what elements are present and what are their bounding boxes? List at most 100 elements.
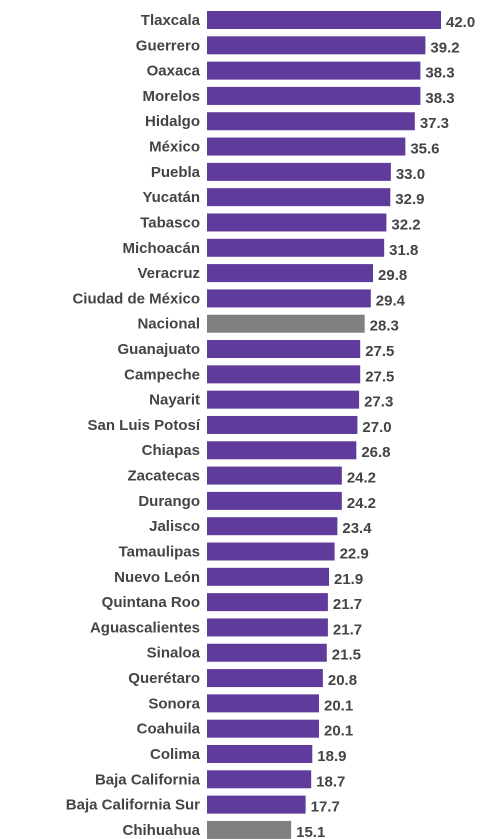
bar <box>207 137 406 156</box>
category-label: Hidalgo <box>145 113 200 130</box>
value-label: 22.9 <box>340 545 369 562</box>
value-label: 23.4 <box>342 520 372 537</box>
bar <box>207 466 342 485</box>
value-label: 32.9 <box>395 191 424 208</box>
bar <box>207 61 421 80</box>
category-label: Jalisco <box>149 518 200 535</box>
category-label: Guanajuato <box>117 341 200 358</box>
bar <box>207 213 387 232</box>
value-label: 27.5 <box>365 343 394 360</box>
bar <box>207 567 330 586</box>
bar <box>207 340 361 359</box>
bar <box>207 188 391 207</box>
value-label: 18.9 <box>317 748 346 765</box>
bar <box>207 36 426 55</box>
category-label: Sonora <box>148 695 200 712</box>
value-label: 27.5 <box>365 368 394 385</box>
bar <box>207 643 327 662</box>
category-label: Oaxaca <box>147 63 201 80</box>
bar <box>207 11 441 29</box>
value-label: 38.3 <box>425 90 454 107</box>
bar <box>207 289 371 308</box>
bar <box>207 365 361 384</box>
value-label: 21.5 <box>332 647 361 664</box>
value-label: 24.2 <box>347 470 376 487</box>
value-label: 18.7 <box>316 773 345 790</box>
category-label: Tabasco <box>140 214 200 231</box>
category-label: Nacional <box>137 316 200 333</box>
category-label: Colima <box>150 746 201 763</box>
bar <box>207 795 306 814</box>
value-label: 42.0 <box>446 14 475 31</box>
bar <box>207 542 335 561</box>
category-label: Sinaloa <box>147 645 201 662</box>
bar <box>207 770 312 789</box>
value-label: 24.2 <box>347 495 376 512</box>
category-label: Coahuila <box>137 721 201 738</box>
category-label: Guerrero <box>136 37 200 54</box>
bar <box>207 820 292 839</box>
value-label: 33.0 <box>396 166 425 183</box>
bar <box>207 744 313 763</box>
category-label: Ciudad de México <box>72 290 200 307</box>
value-label: 27.3 <box>364 394 393 411</box>
bar <box>207 593 328 612</box>
category-label: Yucatán <box>142 189 200 206</box>
category-label: Durango <box>138 493 200 510</box>
category-label: México <box>149 139 200 156</box>
bar <box>207 441 357 460</box>
value-label: 20.1 <box>324 697 353 714</box>
value-label: 35.6 <box>410 141 439 158</box>
bar <box>207 314 365 333</box>
bar <box>207 390 360 409</box>
value-label: 29.4 <box>376 292 406 309</box>
bar <box>207 618 328 637</box>
category-label: Michoacán <box>122 240 200 257</box>
category-label: Chiapas <box>142 442 200 459</box>
value-label: 21.7 <box>333 596 362 613</box>
value-label: 38.3 <box>425 65 454 82</box>
bar <box>207 264 374 283</box>
value-label: 29.8 <box>378 267 407 284</box>
category-label: Nuevo León <box>114 569 200 586</box>
value-label: 28.3 <box>370 318 399 335</box>
value-label: 37.3 <box>420 115 449 132</box>
category-label: Querétaro <box>128 670 200 687</box>
category-label: Baja California <box>95 771 201 788</box>
bar <box>207 112 415 131</box>
value-label: 27.0 <box>362 419 391 436</box>
bar <box>207 415 358 434</box>
value-label: 32.2 <box>391 216 420 233</box>
value-label: 31.8 <box>389 242 418 259</box>
value-label: 21.7 <box>333 621 362 638</box>
category-label: Baja California Sur <box>66 797 200 814</box>
category-label: Aguascalientes <box>90 619 200 636</box>
bar <box>207 694 319 713</box>
value-label: 20.1 <box>324 723 353 740</box>
bar <box>207 719 319 738</box>
bar <box>207 517 338 536</box>
category-label: Zacatecas <box>127 468 200 485</box>
value-label: 20.8 <box>328 672 357 689</box>
bar <box>207 162 391 181</box>
category-label: Quintana Roo <box>102 594 200 611</box>
category-label: Tlaxcala <box>141 12 201 29</box>
bar <box>207 86 421 105</box>
category-label: San Luis Potosí <box>87 417 200 434</box>
category-label: Puebla <box>151 164 201 181</box>
category-label: Tamaulipas <box>119 543 200 560</box>
value-label: 15.1 <box>296 824 325 839</box>
value-label: 21.9 <box>334 571 363 588</box>
bar <box>207 491 342 510</box>
value-label: 17.7 <box>311 799 340 816</box>
category-label: Veracruz <box>137 265 200 282</box>
category-label: Nayarit <box>149 392 200 409</box>
value-label: 26.8 <box>361 444 390 461</box>
bar <box>207 669 323 688</box>
category-label: Chihuahua <box>123 822 201 839</box>
value-label: 39.2 <box>430 39 459 56</box>
bar <box>207 238 385 257</box>
category-label: Campeche <box>124 366 200 383</box>
category-label: Morelos <box>142 88 200 105</box>
